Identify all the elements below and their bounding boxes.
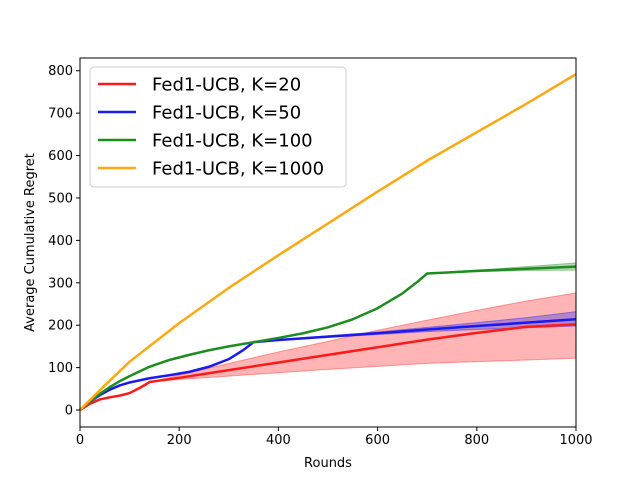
x-tick-label: 1000 <box>559 433 592 448</box>
y-tick-label: 100 <box>48 361 73 376</box>
plot-frame <box>79 57 577 428</box>
y-tick-label: 400 <box>48 234 73 249</box>
legend-label-0: Fed1-UCB, K=20 <box>152 75 301 96</box>
y-tick-label: 200 <box>48 319 73 334</box>
y-tick-label: 600 <box>48 149 73 164</box>
x-tick-label: 0 <box>76 433 84 448</box>
y-tick-label: 300 <box>48 276 73 291</box>
legend-box <box>89 66 347 188</box>
series-2-line <box>79 265 577 411</box>
legend-label-1: Fed1-UCB, K=50 <box>152 103 301 124</box>
axes <box>79 57 577 428</box>
x-tick-label: 600 <box>365 433 390 448</box>
y-axis-label: Average Cumulative Regret <box>23 153 38 332</box>
series-0-band <box>79 292 577 411</box>
series-lines <box>79 73 577 412</box>
x-tick-label: 800 <box>464 433 489 448</box>
series-0-line <box>79 323 577 412</box>
x-tick-label: 200 <box>167 433 192 448</box>
legend: Fed1-UCB, K=20 Fed1-UCB, K=50 Fed1-UCB, K=… <box>89 66 347 188</box>
x-tick-label: 400 <box>266 433 291 448</box>
x-axis-label: Rounds <box>304 456 352 471</box>
ticks: 0 200 400 600 800 1000 0 100 200 300 400 500 600 700 8… <box>48 64 592 448</box>
series-1-line <box>79 318 577 411</box>
legend-label-3: Fed1-UCB, K=1000 <box>152 159 324 180</box>
y-tick-label: 800 <box>48 64 73 79</box>
legend-label-2: Fed1-UCB, K=100 <box>152 131 313 152</box>
y-tick-label: 500 <box>48 191 73 206</box>
series-3-line <box>79 73 577 411</box>
y-tick-label: 0 <box>65 404 73 419</box>
y-tick-label: 700 <box>48 107 73 122</box>
